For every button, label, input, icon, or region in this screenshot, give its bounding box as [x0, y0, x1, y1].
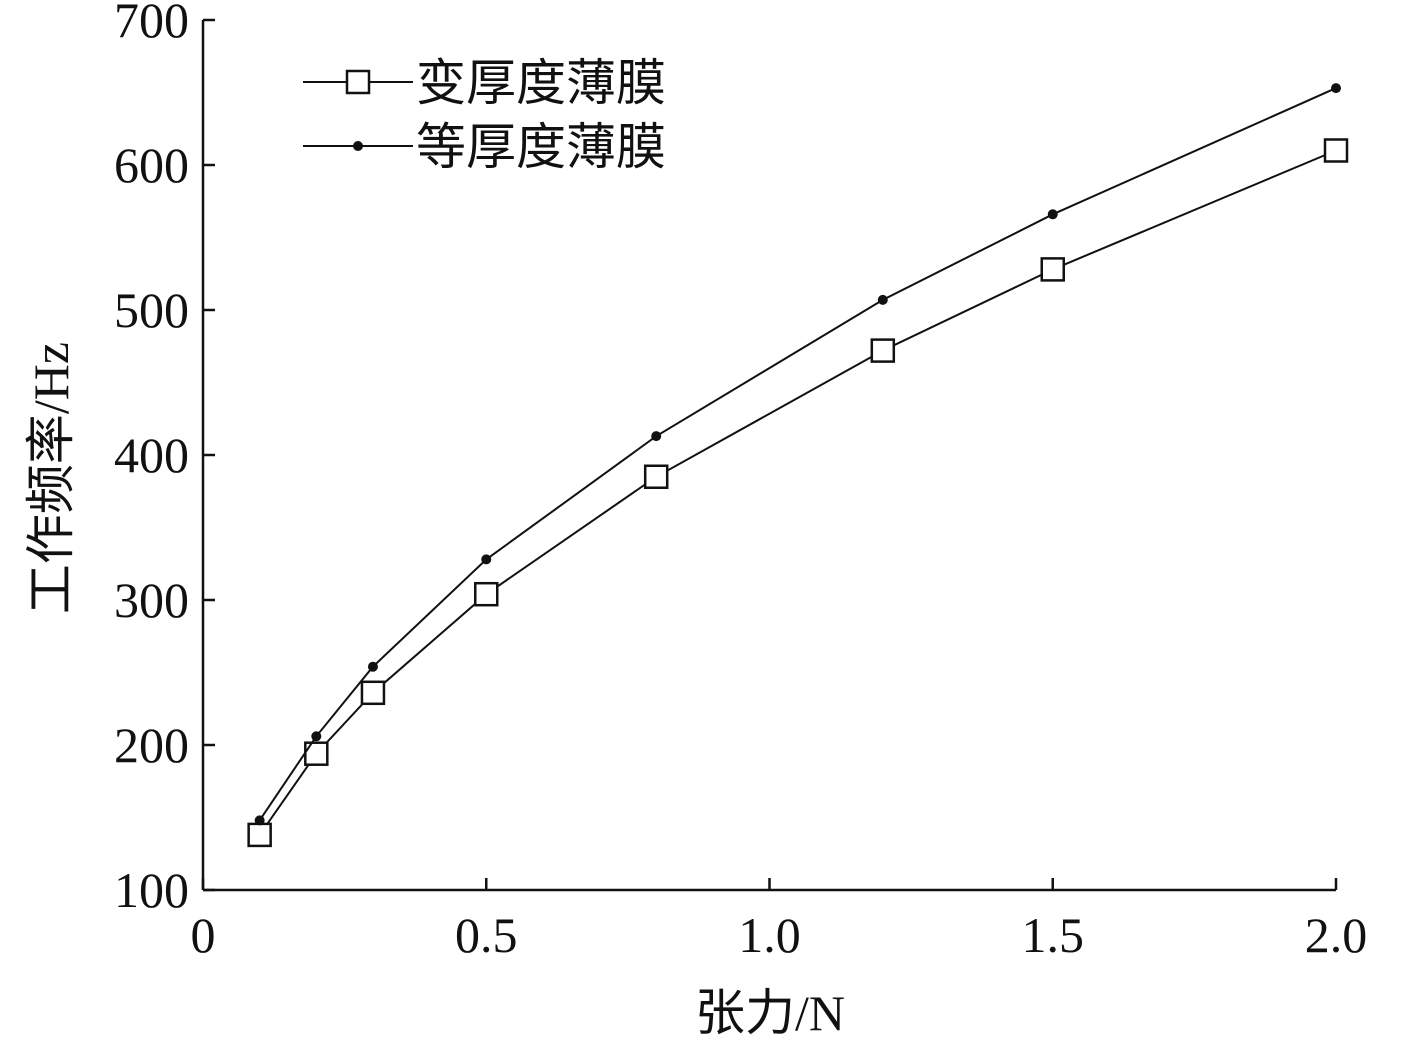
legend-label: 等厚度薄膜: [416, 119, 666, 175]
y-tick-label: 600: [114, 137, 189, 193]
y-tick-label: 500: [114, 282, 189, 338]
x-tick-label: 0.5: [455, 907, 518, 963]
square-marker: [247, 822, 272, 848]
series-line: [258, 87, 1337, 821]
square-marker: [870, 338, 896, 363]
y-tick-label: 400: [114, 427, 189, 483]
square-marker: [345, 69, 371, 95]
legend-item: 等厚度薄膜: [303, 119, 666, 175]
x-axis-title: 张力/N: [695, 985, 845, 1041]
y-tick-label: 700: [114, 0, 189, 48]
series-layer: [247, 83, 1349, 848]
x-tick-label: 2.0: [1305, 907, 1368, 963]
series-line: [258, 149, 1337, 836]
dot-marker: [1331, 83, 1341, 94]
dot-marker: [311, 731, 322, 742]
dot-marker: [254, 815, 265, 826]
x-tick-label: 0: [191, 907, 216, 963]
dot-marker: [367, 661, 378, 672]
dot-marker: [1047, 209, 1058, 220]
y-axis-ticks: 100 200 300 400 500 600 700: [114, 0, 215, 918]
x-tick-label: 1.0: [738, 907, 801, 963]
y-axis-title: 工作频率/Hz: [23, 342, 79, 614]
dot-marker: [353, 141, 363, 151]
square-marker: [474, 581, 499, 607]
square-marker: [360, 680, 386, 706]
y-tick-label: 200: [114, 717, 189, 773]
legend-item: 变厚度薄膜: [303, 55, 666, 111]
legend-label: 变厚度薄膜: [416, 55, 666, 111]
dot-marker: [877, 294, 888, 305]
dot-marker: [651, 431, 662, 442]
x-axis-ticks: 0 0.5 1.0 1.5 2.0: [191, 878, 1368, 963]
y-tick-label: 300: [114, 572, 189, 628]
y-tick-label: 100: [114, 862, 189, 918]
dot-marker: [481, 554, 492, 565]
square-marker: [643, 464, 669, 489]
series-1: [247, 138, 1349, 848]
square-marker: [1323, 138, 1349, 163]
x-tick-label: 1.5: [1022, 907, 1085, 963]
series-2: [254, 83, 1341, 826]
axes: [201, 20, 1336, 892]
square-marker: [1040, 257, 1065, 282]
